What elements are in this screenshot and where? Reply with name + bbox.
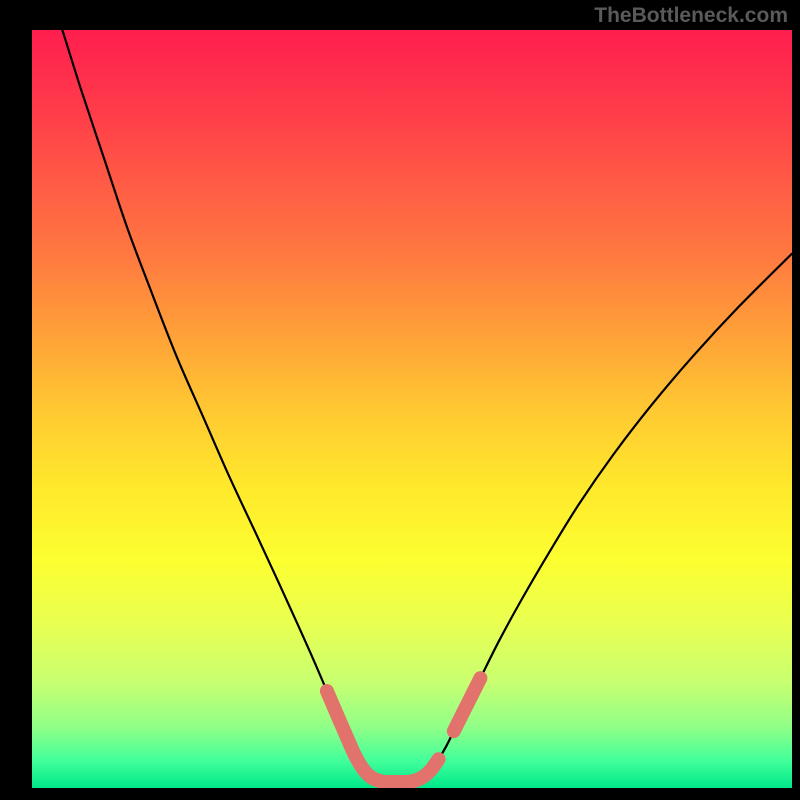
plot-area: [32, 30, 792, 788]
chart-container: TheBottleneck.com: [0, 0, 800, 800]
watermark-text: TheBottleneck.com: [594, 4, 788, 28]
chart-svg: [32, 30, 792, 788]
gradient-background: [32, 30, 792, 788]
